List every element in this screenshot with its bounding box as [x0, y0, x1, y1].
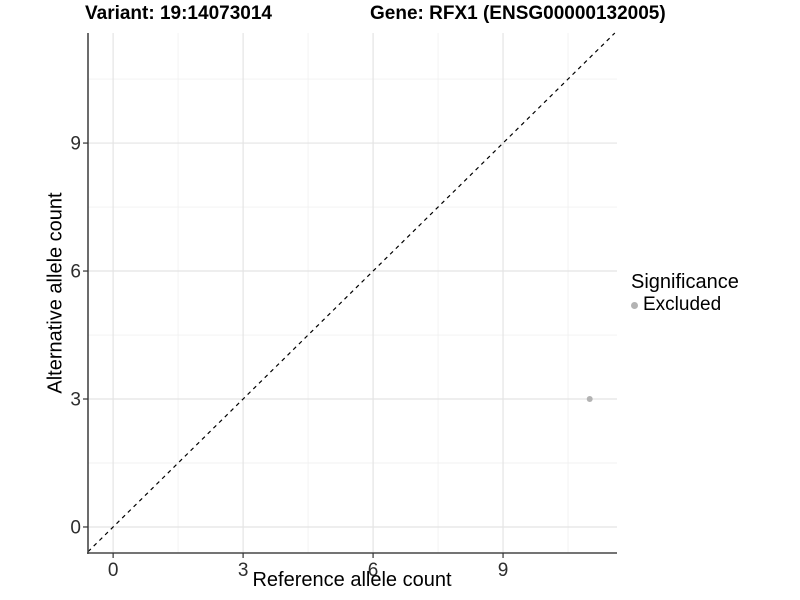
- y-tick-label: 3: [70, 390, 81, 411]
- y-tick-label: 0: [70, 517, 81, 538]
- data-point: [586, 396, 593, 403]
- x-tick-label: 3: [238, 560, 249, 581]
- identity-reference-line: [87, 32, 616, 553]
- legend-dot-icon: [631, 301, 638, 309]
- x-axis-title: Reference allele count: [252, 569, 452, 591]
- legend-item-label: Excluded: [643, 294, 722, 315]
- y-axis-title: Alternative allele count: [44, 192, 67, 394]
- x-tick-label: 9: [498, 560, 509, 581]
- x-tick-label: 0: [108, 560, 119, 581]
- legend-title: Significance: [631, 271, 739, 293]
- y-tick-label: 6: [70, 262, 81, 283]
- y-tick-label: 9: [70, 134, 81, 155]
- legend-item-excluded: Excluded: [631, 294, 739, 316]
- plot-title-variant: Variant: 19:14073014: [85, 3, 272, 24]
- plot-title-gene: Gene: RFX1 (ENSG00000132005): [370, 3, 666, 24]
- x-tick-label: 6: [368, 560, 379, 581]
- legend: Significance Excluded: [631, 271, 739, 316]
